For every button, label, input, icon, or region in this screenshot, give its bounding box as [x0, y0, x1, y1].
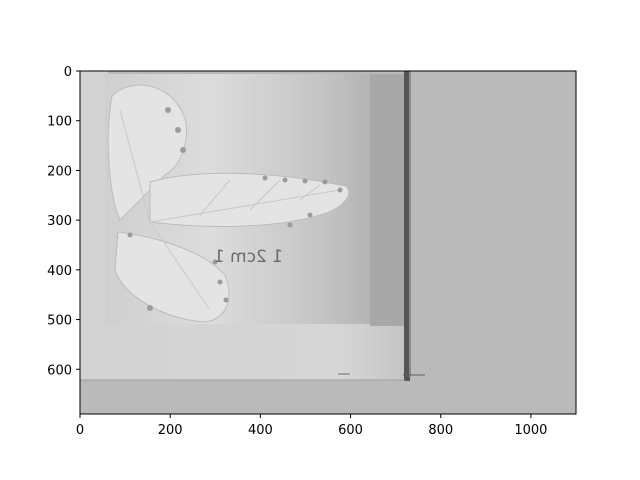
image-bottom-band: [80, 324, 405, 380]
y-tick-label: 500: [47, 314, 72, 329]
x-axis: 0 200 400 600 800 1000: [76, 414, 547, 438]
x-tick-label: 400: [248, 423, 273, 438]
leaf-veins: [119, 109, 341, 311]
image-right-gray-column: [370, 74, 405, 326]
x-tick-label: 1000: [514, 423, 547, 438]
image-dark-column-edge: [409, 71, 411, 377]
y-tick-label: 100: [47, 115, 72, 130]
y-tick-label: 200: [47, 164, 72, 179]
heatmap-image: 1 2cm 1: [80, 71, 576, 414]
x-tick-label: 600: [338, 423, 363, 438]
y-tick-label: 400: [47, 264, 72, 279]
y-tick-label: 0: [64, 65, 72, 80]
water-droplets: [127, 107, 343, 311]
image-embedded-scale-text: 1 2cm 1: [214, 247, 283, 267]
image-dark-column: [404, 71, 410, 381]
y-axis: 0 100 200 300 400 500 600: [47, 65, 80, 378]
image-left-band: [80, 71, 108, 329]
y-tick-label: 300: [47, 214, 72, 229]
x-tick-label: 0: [76, 423, 84, 438]
x-tick-label: 200: [158, 423, 183, 438]
y-tick-label: 600: [47, 363, 72, 378]
x-tick-label: 800: [428, 423, 453, 438]
axes-frame: [79, 70, 577, 415]
